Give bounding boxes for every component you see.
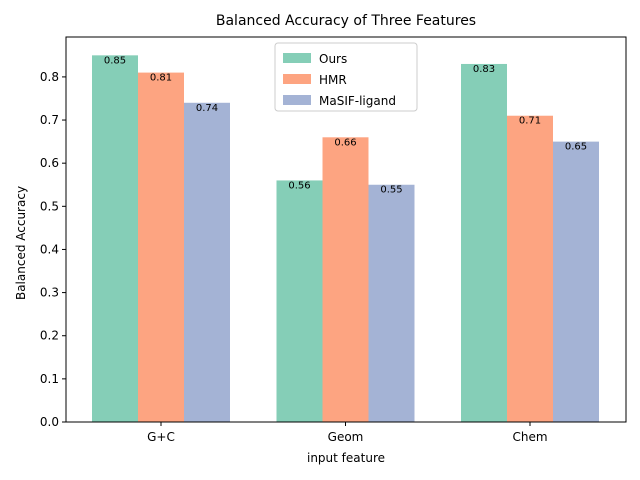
data-label: 0.74 [196, 103, 218, 114]
x-axis: G+C Geom Chem [147, 422, 548, 444]
x-tick-label: Geom [328, 430, 364, 444]
y-tick-label: 0.2 [40, 329, 59, 343]
data-label: 0.65 [565, 142, 587, 153]
x-axis-label: input feature [307, 451, 385, 465]
y-tick-label: 0.0 [40, 415, 59, 429]
bar-ours-geom [276, 180, 323, 422]
bar-masif-ligand-chem [553, 141, 599, 422]
chart-title: Balanced Accuracy of Three Features [216, 13, 476, 29]
bar-masif-ligand-g-c [184, 102, 230, 423]
legend-swatch [283, 95, 311, 105]
y-tick-label: 0.5 [40, 199, 59, 213]
bar-hmr-chem [507, 115, 553, 422]
plot-frame [65, 36, 627, 423]
data-label: 0.55 [380, 185, 402, 196]
legend-label: Ours [319, 52, 347, 66]
legend-swatch [283, 53, 311, 63]
legend-swatch [283, 74, 311, 84]
data-label: 0.83 [473, 64, 495, 75]
x-tick-label: G+C [147, 430, 175, 444]
y-tick-label: 0.6 [40, 156, 59, 170]
y-tick-label: 0.7 [40, 113, 59, 127]
data-label: 0.85 [104, 55, 126, 66]
legend-label: MaSIF-ligand [319, 94, 396, 108]
data-label: 0.56 [288, 180, 310, 191]
y-tick-label: 0.4 [40, 242, 59, 256]
legend-label: HMR [319, 73, 347, 87]
legend: Ours HMR MaSIF-ligand [274, 42, 418, 112]
data-label: 0.81 [150, 73, 172, 84]
bars-group [92, 55, 599, 423]
bar-hmr-geom [322, 137, 369, 422]
bar-hmr-g-c [138, 72, 184, 423]
data-labels-group: 0.85 0.81 0.74 0.56 0.66 0.55 0.83 0.71 0.65 [104, 55, 587, 195]
x-tick-label: Chem [512, 430, 547, 444]
y-tick-label: 0.8 [40, 70, 59, 84]
y-tick-label: 0.1 [40, 372, 59, 386]
bar-ours-chem [461, 63, 507, 422]
y-tick-label: 0.3 [40, 286, 59, 300]
bar-masif-ligand-geom [368, 184, 415, 422]
bar-ours-g-c [92, 55, 138, 422]
data-label: 0.71 [519, 116, 541, 127]
y-axis: 0.0 0.1 0.2 0.3 0.4 0.5 0.6 0.7 0.8 [40, 70, 66, 429]
y-axis-label: Balanced Accuracy [14, 186, 28, 300]
data-label: 0.66 [334, 137, 356, 148]
